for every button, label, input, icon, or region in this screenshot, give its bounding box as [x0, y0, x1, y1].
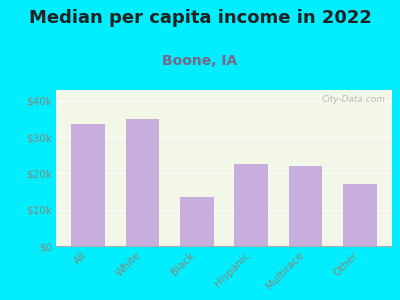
Text: City-Data.com: City-Data.com — [321, 95, 385, 104]
Bar — [180, 197, 214, 246]
Text: Median per capita income in 2022: Median per capita income in 2022 — [28, 9, 372, 27]
Bar — [343, 184, 377, 246]
Bar — [234, 164, 268, 246]
Text: Boone, IA: Boone, IA — [162, 54, 238, 68]
Bar — [126, 119, 159, 246]
Bar — [71, 124, 105, 246]
Bar — [289, 166, 322, 246]
